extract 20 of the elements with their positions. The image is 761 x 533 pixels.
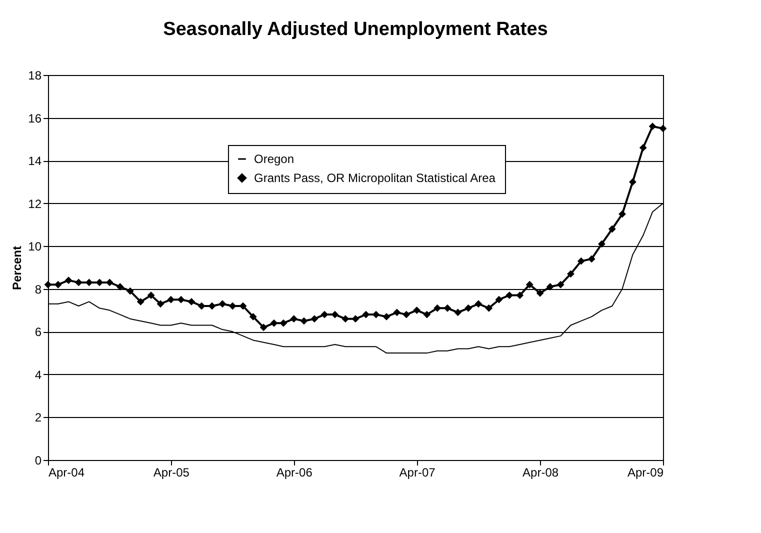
y-tick-label: 12: [28, 196, 42, 211]
y-tick-label: 4: [34, 368, 42, 382]
y-tick-label: 0: [34, 454, 42, 468]
y-tick-label: 18: [28, 68, 42, 82]
chart-title: Seasonally Adjusted Unemployment Rates: [163, 19, 548, 40]
x-tick-label: Apr-05: [153, 466, 190, 480]
x-tick-label: Apr-08: [522, 466, 559, 480]
y-tick-label: 10: [28, 240, 42, 254]
x-tick-label: Apr-04: [48, 466, 85, 480]
legend-label: Oregon: [254, 152, 294, 166]
y-tick-label: 6: [34, 325, 42, 340]
y-tick-label: 2: [34, 410, 42, 425]
y-tick-label: 14: [28, 154, 42, 168]
y-axis-title: Percent: [10, 246, 24, 290]
x-tick-label: Apr-06: [276, 466, 313, 480]
legend-label: Grants Pass, OR Micropolitan Statistical Area: [254, 171, 496, 185]
x-tick-label: Apr-09: [627, 466, 664, 480]
y-tick-label: 16: [28, 111, 42, 126]
y-tick-label: 8: [34, 282, 42, 296]
x-tick-label: Apr-07: [399, 466, 436, 480]
